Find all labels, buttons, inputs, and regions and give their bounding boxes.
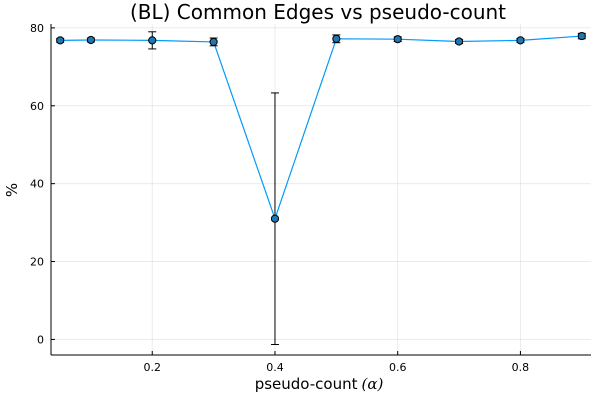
grid-lines (51, 24, 591, 355)
data-point (270, 214, 280, 223)
x-axis-label: pseudo-count (α) (255, 375, 384, 393)
series-line (60, 35, 582, 221)
data-point (516, 36, 525, 45)
data-point (577, 31, 586, 41)
y-tick-label: 40 (30, 178, 44, 191)
data-point (86, 35, 95, 45)
y-tick-label: 20 (30, 256, 44, 269)
x-tick-label: 0.6 (389, 361, 407, 374)
data-point (393, 35, 402, 44)
y-tick-label: 60 (30, 100, 44, 113)
x-tick-label: 0.4 (266, 361, 284, 374)
axes (50, 24, 591, 356)
x-axis-label-math: (α) (361, 375, 383, 393)
y-axis-label: % (3, 183, 21, 197)
chart-title: (BL) Common Edges vs pseudo-count (130, 0, 506, 24)
series-1 (56, 31, 586, 345)
x-tick-label: 0.2 (144, 361, 162, 374)
data-point (148, 36, 157, 45)
tick-labels: 0 20 40 60 80 0.2 0.4 0.6 0.8 (30, 22, 529, 374)
data-point (209, 37, 218, 47)
data-point (332, 34, 341, 43)
data-point (56, 36, 65, 45)
y-tick-label: 80 (30, 22, 44, 35)
y-tick-label: 0 (37, 333, 44, 346)
x-axis-label-text: pseudo-count (255, 375, 358, 393)
data-point (454, 37, 464, 46)
x-tick-label: 0.8 (512, 361, 530, 374)
